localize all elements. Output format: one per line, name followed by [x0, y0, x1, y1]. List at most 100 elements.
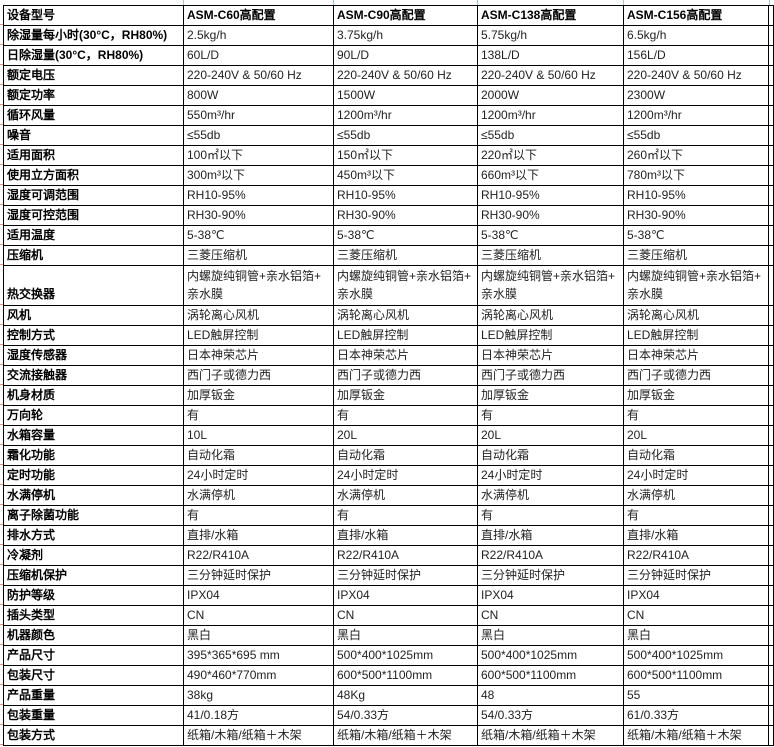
row-label: 使用立方面积	[3, 165, 184, 186]
row-stub-cell	[768, 165, 774, 186]
spec-value-cell: R22/R410A	[477, 545, 624, 566]
row-label: 定时功能	[3, 465, 184, 486]
row-stub-cell	[768, 425, 774, 446]
spec-value-cell: 20L	[477, 425, 624, 446]
spec-value-cell: 日本神荣芯片	[477, 345, 624, 366]
spec-value-cell: 2.5kg/h	[183, 25, 334, 46]
spec-value-cell: 黑白	[623, 625, 769, 646]
spec-value-cell: 有	[183, 405, 334, 426]
row-gridline-tick	[0, 124, 3, 125]
spec-value-cell: 24小时定时	[183, 465, 334, 486]
row-stub-cell	[768, 705, 774, 726]
spec-value-cell: 日本神荣芯片	[333, 345, 478, 366]
spec-value-cell: 内螺旋纯铜管+亲水铝箔+ 亲水膜	[183, 265, 334, 306]
spec-value-cell: 纸箱/木箱/纸箱＋木架	[623, 725, 769, 746]
row-gridline-tick	[0, 404, 3, 405]
table-row: 额定功率 800W 1500W 2000W 2300W	[3, 85, 774, 106]
row-label: 压缩机保护	[3, 565, 184, 586]
spec-value-cell: 138L/D	[477, 45, 624, 66]
row-label: 防护等级	[3, 585, 184, 606]
table-row: 湿度传感器 日本神荣芯片 日本神荣芯片 日本神荣芯片 日本神荣芯片	[3, 345, 774, 366]
spec-value-cell: 20L	[623, 425, 769, 446]
spec-value-cell: 24小时定时	[477, 465, 624, 486]
spec-value-cell: 自动化霜	[183, 445, 334, 466]
table-row: 风机 涡轮离心风机 涡轮离心风机 涡轮离心风机 涡轮离心风机	[3, 305, 774, 326]
spec-value-cell: 500*400*1025mm	[333, 645, 478, 666]
row-gridline-tick	[0, 324, 3, 325]
row-label: 包装尺寸	[3, 665, 184, 686]
spec-value-cell: 220-240V & 50/60 Hz	[623, 65, 769, 86]
table-row: 除湿量每小时(30°C，RH80%) 2.5kg/h 3.75kg/h 5.75kg/…	[3, 25, 774, 46]
spec-value-cell: RH10-95%	[183, 185, 334, 206]
spec-value-cell: 395*365*695 mm	[183, 645, 334, 666]
column-gridline-tick	[183, 0, 184, 5]
row-stub-cell	[768, 225, 774, 246]
spec-value-cell: 日本神荣芯片	[623, 345, 769, 366]
spec-value-cell: 38kg	[183, 685, 334, 706]
table-row: 交流接触器 西门子或德力西 西门子或德力西 西门子或德力西 西门子或德力西	[3, 365, 774, 386]
spec-value-cell: 24小时定时	[333, 465, 478, 486]
table-row: 使用立方面积 300m³以下 450m³以下 660m³以下 780m³以下	[3, 165, 774, 186]
spec-value-cell: IPX04	[183, 585, 334, 606]
row-label: 插头类型	[3, 605, 184, 626]
header-stub-cell	[768, 5, 774, 26]
row-stub-cell	[768, 105, 774, 126]
row-stub-cell	[768, 65, 774, 86]
row-gridline-tick	[0, 524, 3, 525]
row-label: 湿度可控范围	[3, 205, 184, 226]
spec-value-cell: 涡轮离心风机	[477, 305, 624, 326]
spec-value-cell: 5-38℃	[623, 225, 769, 246]
column-header-model: ASM-C90高配置	[333, 5, 478, 26]
table-row: 适用温度 5-38℃ 5-38℃ 5-38℃ 5-38℃	[3, 225, 774, 246]
table-row: 防护等级 IPX04 IPX04 IPX04 IPX04	[3, 585, 774, 606]
spec-value-cell: IPX04	[477, 585, 624, 606]
column-header-model: ASM-C138高配置	[477, 5, 624, 26]
spec-value-cell: 内螺旋纯铜管+亲水铝箔+ 亲水膜	[623, 265, 769, 306]
row-label: 产品重量	[3, 685, 184, 706]
row-label: 控制方式	[3, 325, 184, 346]
spec-value-cell: 48Kg	[333, 685, 478, 706]
spec-value-cell: RH30-90%	[333, 205, 478, 226]
spec-value-cell: 1500W	[333, 85, 478, 106]
spec-value-cell: 黑白	[477, 625, 624, 646]
row-label: 机身材质	[3, 385, 184, 406]
spec-value-cell: LED触屏控制	[623, 325, 769, 346]
spec-value-cell: LED触屏控制	[333, 325, 478, 346]
spec-value-cell: 西门子或德力西	[333, 365, 478, 386]
row-label: 噪音	[3, 125, 184, 146]
row-stub-cell	[768, 485, 774, 506]
column-header-model: ASM-C156高配置	[623, 5, 769, 26]
row-stub-cell	[768, 25, 774, 46]
row-label: 循环风量	[3, 105, 184, 126]
spec-value-cell: 有	[477, 405, 624, 426]
spec-value-cell: 纸箱/木箱/纸箱＋木架	[183, 725, 334, 746]
spec-value-cell: CN	[333, 605, 478, 626]
spec-value-cell: 1200m³/hr	[477, 105, 624, 126]
table-row: 湿度可控范围 RH30-90% RH30-90% RH30-90% RH30-90%	[3, 205, 774, 226]
table-row: 噪音 ≤55db ≤55db ≤55db ≤55db	[3, 125, 774, 146]
spec-value-cell: R22/R410A	[183, 545, 334, 566]
row-stub-cell	[768, 365, 774, 386]
spec-value-cell: R22/R410A	[623, 545, 769, 566]
spec-value-cell: 1200m³/hr	[623, 105, 769, 126]
spec-value-cell: 涡轮离心风机	[333, 305, 478, 326]
table-row: 万向轮有有有有	[3, 405, 774, 426]
spec-value-cell: 500*400*1025mm	[477, 645, 624, 666]
table-row: 压缩机保护 三分钟延时保护 三分钟延时保护 三分钟延时保护 三分钟延时保护	[3, 565, 774, 586]
spec-value-cell: 61/0.33方	[623, 705, 769, 726]
spec-value-cell: ≤55db	[623, 125, 769, 146]
spec-value-cell: 水满停机	[183, 485, 334, 506]
row-gridline-tick	[0, 724, 3, 725]
table-row: 插头类型 CN CN CN CN	[3, 605, 774, 626]
spec-value-cell: 自动化霜	[333, 445, 478, 466]
row-label: 水箱容量	[3, 425, 184, 446]
row-label: 离子除菌功能	[3, 505, 184, 526]
row-gridline-tick	[0, 304, 3, 305]
spec-value-cell: 加厚钣金	[183, 385, 334, 406]
row-label: 包装重量	[3, 705, 184, 726]
spec-value-cell: 20L	[333, 425, 478, 446]
spec-value-cell: 直排/水箱	[477, 525, 624, 546]
spec-value-cell: 黑白	[183, 625, 334, 646]
row-gridline-tick	[0, 84, 3, 85]
row-label: 额定功率	[3, 85, 184, 106]
